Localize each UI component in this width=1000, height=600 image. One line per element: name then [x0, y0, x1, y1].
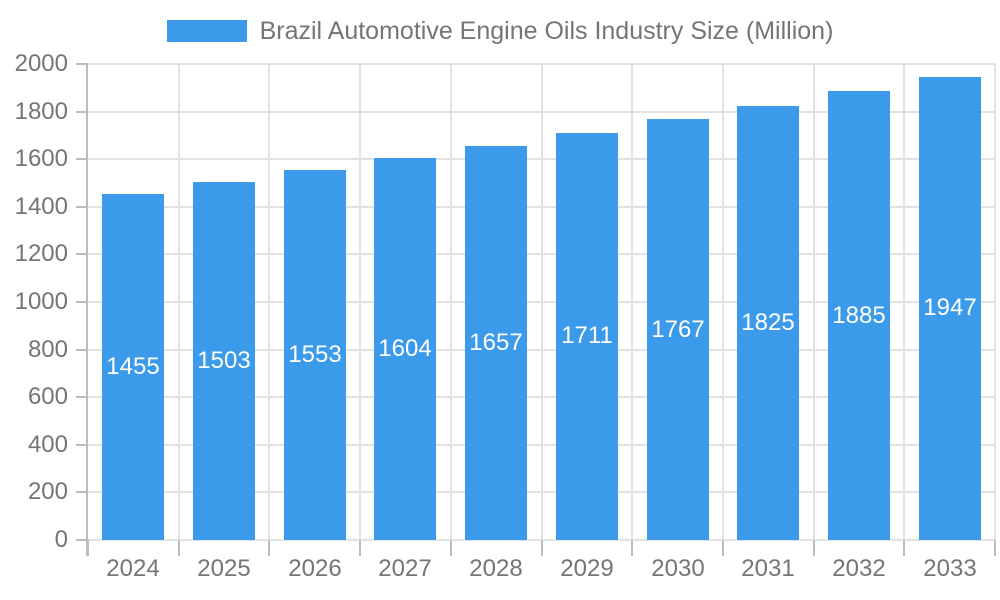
x-axis-tick — [87, 540, 89, 556]
x-gridline — [268, 64, 270, 540]
bar-2025 — [193, 182, 255, 540]
y-axis-label: 600 — [27, 383, 68, 410]
x-axis-tick — [631, 540, 633, 556]
y-axis-label: 1600 — [14, 145, 68, 172]
bar-2031 — [737, 106, 799, 540]
x-axis-tick — [359, 540, 361, 556]
y-axis-tick — [76, 63, 88, 65]
y-axis-tick — [76, 111, 88, 113]
bar-2028 — [465, 146, 527, 540]
y-axis-tick — [76, 253, 88, 255]
x-gridline — [813, 64, 815, 540]
chart-legend: Brazil Automotive Engine Oils Industry S… — [0, 18, 1000, 44]
bar-value-label: 1825 — [741, 309, 795, 336]
bar-value-label: 1711 — [561, 322, 613, 349]
x-gridline — [994, 64, 996, 540]
x-axis-label: 2026 — [288, 555, 342, 582]
x-axis-tick — [994, 540, 996, 556]
x-axis-label: 2028 — [469, 555, 523, 582]
bar-2030 — [647, 119, 709, 540]
x-axis-tick — [178, 540, 180, 556]
y-axis-label: 200 — [27, 478, 68, 505]
y-axis-tick — [76, 444, 88, 446]
bar-2024 — [102, 194, 164, 540]
x-axis-label: 2025 — [197, 555, 251, 582]
x-axis-tick — [268, 540, 270, 556]
legend-swatch-icon — [166, 20, 247, 42]
bar-value-label: 1947 — [923, 294, 977, 321]
y-axis-label: 2000 — [14, 50, 68, 77]
bar-value-label: 1503 — [197, 347, 251, 374]
x-axis-label: 2033 — [923, 555, 977, 582]
y-axis-tick — [76, 349, 88, 351]
x-axis-tick — [722, 540, 724, 556]
legend-item[interactable]: Brazil Automotive Engine Oils Industry S… — [166, 17, 834, 45]
x-axis-tick — [541, 540, 543, 556]
x-gridline — [631, 64, 633, 540]
y-axis-label: 1800 — [14, 98, 68, 125]
bar-value-label: 1455 — [106, 353, 160, 380]
y-axis-tick — [76, 491, 88, 493]
bar-value-label: 1767 — [651, 316, 705, 343]
x-axis-tick — [450, 540, 452, 556]
x-gridline — [722, 64, 724, 540]
x-axis-label: 2030 — [651, 555, 705, 582]
y-axis-tick — [76, 301, 88, 303]
y-axis-label: 800 — [27, 336, 68, 363]
y-axis-line — [86, 64, 88, 556]
bar-2027 — [374, 158, 436, 540]
x-axis-label: 2027 — [378, 555, 432, 582]
legend-series-label: Brazil Automotive Engine Oils Industry S… — [259, 17, 834, 45]
y-axis-label: 1200 — [14, 240, 68, 267]
y-axis-label: 0 — [54, 526, 68, 553]
bar-2029 — [556, 133, 618, 540]
bar-2033 — [919, 77, 981, 540]
y-axis-label: 1400 — [14, 193, 68, 220]
y-axis-tick — [76, 158, 88, 160]
x-axis-label: 2024 — [106, 555, 160, 582]
x-gridline — [178, 64, 180, 540]
bar-2032 — [828, 91, 890, 540]
x-axis-label: 2032 — [832, 555, 886, 582]
x-axis-tick — [813, 540, 815, 556]
x-gridline — [541, 64, 543, 540]
x-axis-tick — [903, 540, 905, 556]
bar-value-label: 1885 — [832, 302, 886, 329]
y-axis-label: 400 — [27, 431, 68, 458]
x-gridline — [903, 64, 905, 540]
y-axis-tick — [76, 539, 88, 541]
y-axis-tick — [76, 206, 88, 208]
bar-value-label: 1604 — [378, 335, 432, 362]
x-axis-label: 2029 — [560, 555, 614, 582]
bar-value-label: 1657 — [469, 329, 523, 356]
y-axis-label: 1000 — [14, 288, 68, 315]
y-axis-tick — [76, 396, 88, 398]
bar-value-label: 1553 — [288, 341, 342, 368]
x-gridline — [450, 64, 452, 540]
x-gridline — [359, 64, 361, 540]
x-axis-label: 2031 — [741, 555, 795, 582]
bar-2026 — [284, 170, 346, 540]
